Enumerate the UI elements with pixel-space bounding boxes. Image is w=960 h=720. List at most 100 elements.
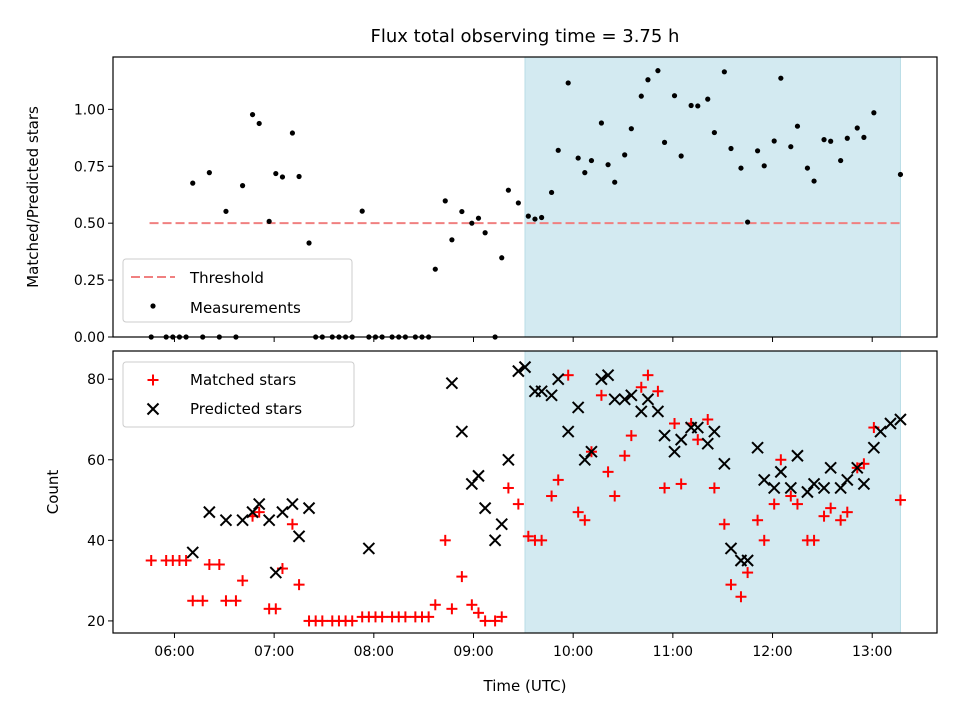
matched-point [466, 599, 478, 611]
top-measurement-points [148, 68, 904, 340]
matched-point [702, 413, 714, 425]
legend-predicted-swatch [146, 402, 160, 416]
measurement-point [778, 75, 784, 81]
measurement-point [728, 145, 734, 152]
x-tick-label: 13:00 [852, 644, 892, 660]
bottom-y-axis: 20 40 60 80 [87, 372, 113, 630]
predicted-point [851, 461, 864, 475]
measurement-point [548, 189, 555, 196]
y-tick-label: 1.00 [74, 102, 105, 118]
measurement-point [432, 266, 438, 272]
predicted-point [867, 441, 881, 454]
measurement-point [588, 157, 595, 164]
measurement-point [628, 126, 634, 132]
legend-measurements-swatch [150, 303, 156, 309]
matched-point [602, 466, 614, 478]
predicted-point [495, 518, 508, 531]
legend-matched-swatch [147, 374, 159, 386]
measurement-point [871, 110, 877, 116]
predicted-point [724, 542, 738, 555]
y-tick-label: 0.75 [74, 159, 105, 175]
measurement-point [794, 123, 801, 129]
top-x-ticks [173, 337, 873, 342]
predicted-point [807, 477, 821, 491]
measurement-point [555, 147, 561, 153]
y-tick-label: 20 [87, 614, 105, 630]
measurement-point [678, 153, 684, 159]
predicted-point [874, 425, 887, 438]
measurement-point [482, 230, 488, 236]
measurement-point [575, 155, 581, 161]
matched-point [725, 579, 737, 591]
matched-point [652, 385, 664, 397]
measurement-point [459, 208, 465, 215]
measurement-point [289, 130, 296, 136]
matched-point [270, 603, 282, 615]
matched-point [659, 482, 671, 494]
predicted-point [455, 425, 469, 438]
x-tick-label: 12:00 [752, 644, 792, 660]
matched-point [768, 498, 780, 510]
predicted-point [718, 457, 731, 471]
matched-point [286, 518, 298, 530]
measurement-point [771, 138, 777, 144]
top-shaded-region [524, 56, 901, 338]
matched-point [791, 498, 803, 510]
predicted-point [445, 377, 459, 390]
predicted-point [767, 481, 781, 495]
matched-point [825, 502, 837, 514]
matched-point [479, 615, 491, 627]
measurement-point [854, 125, 860, 131]
matched-point [496, 611, 508, 623]
predicted-point [502, 453, 515, 466]
y-tick-label: 80 [87, 372, 105, 388]
measurement-point [223, 208, 229, 214]
matched-point [546, 490, 558, 502]
y-tick-label: 0.00 [74, 330, 105, 346]
x-tick-label: 06:00 [154, 644, 194, 660]
top-y-axis-label: Matched/Predicted stars [24, 106, 42, 288]
predicted-point [641, 393, 655, 406]
predicted-point [552, 372, 565, 386]
matched-point [562, 369, 574, 381]
measurement-point [256, 120, 262, 127]
matched-point [841, 506, 853, 518]
measurement-point [711, 129, 717, 136]
predicted-point [478, 501, 492, 515]
predicted-point [601, 368, 615, 382]
measurement-point [838, 157, 844, 164]
matched-point [635, 381, 647, 393]
matched-point [293, 579, 305, 591]
top-plot-frame [112, 56, 938, 338]
predicted-point [302, 501, 316, 515]
predicted-point [512, 364, 525, 378]
predicted-point [545, 389, 558, 402]
matched-point [316, 615, 328, 627]
matched-point [472, 607, 484, 619]
legend-plus-marker [147, 374, 159, 386]
top-legend-box [122, 258, 353, 323]
matched-point [752, 514, 764, 526]
top-y-axis: 0.00 0.25 0.50 0.75 1.00 [74, 102, 113, 346]
measurement-point [788, 144, 794, 150]
predicted-point [595, 372, 608, 386]
measurement-point [655, 68, 661, 74]
predicted-point [186, 546, 199, 559]
matched-point [552, 474, 564, 486]
measurement-point [828, 138, 834, 144]
predicted-point [774, 465, 788, 479]
matched-point [230, 595, 242, 607]
matched-point [522, 530, 534, 542]
measurement-point [266, 218, 272, 224]
predicted-stars-points [186, 360, 907, 579]
predicted-point [651, 405, 665, 418]
matched-point [439, 534, 451, 546]
y-tick-label: 0.50 [74, 216, 105, 232]
measurement-point [844, 135, 850, 141]
matched-point [502, 482, 514, 494]
predicted-point [674, 433, 688, 446]
measurement-point [671, 93, 678, 99]
bottom-legend: Matched stars Predicted stars [122, 361, 355, 428]
matched-point [619, 450, 631, 462]
